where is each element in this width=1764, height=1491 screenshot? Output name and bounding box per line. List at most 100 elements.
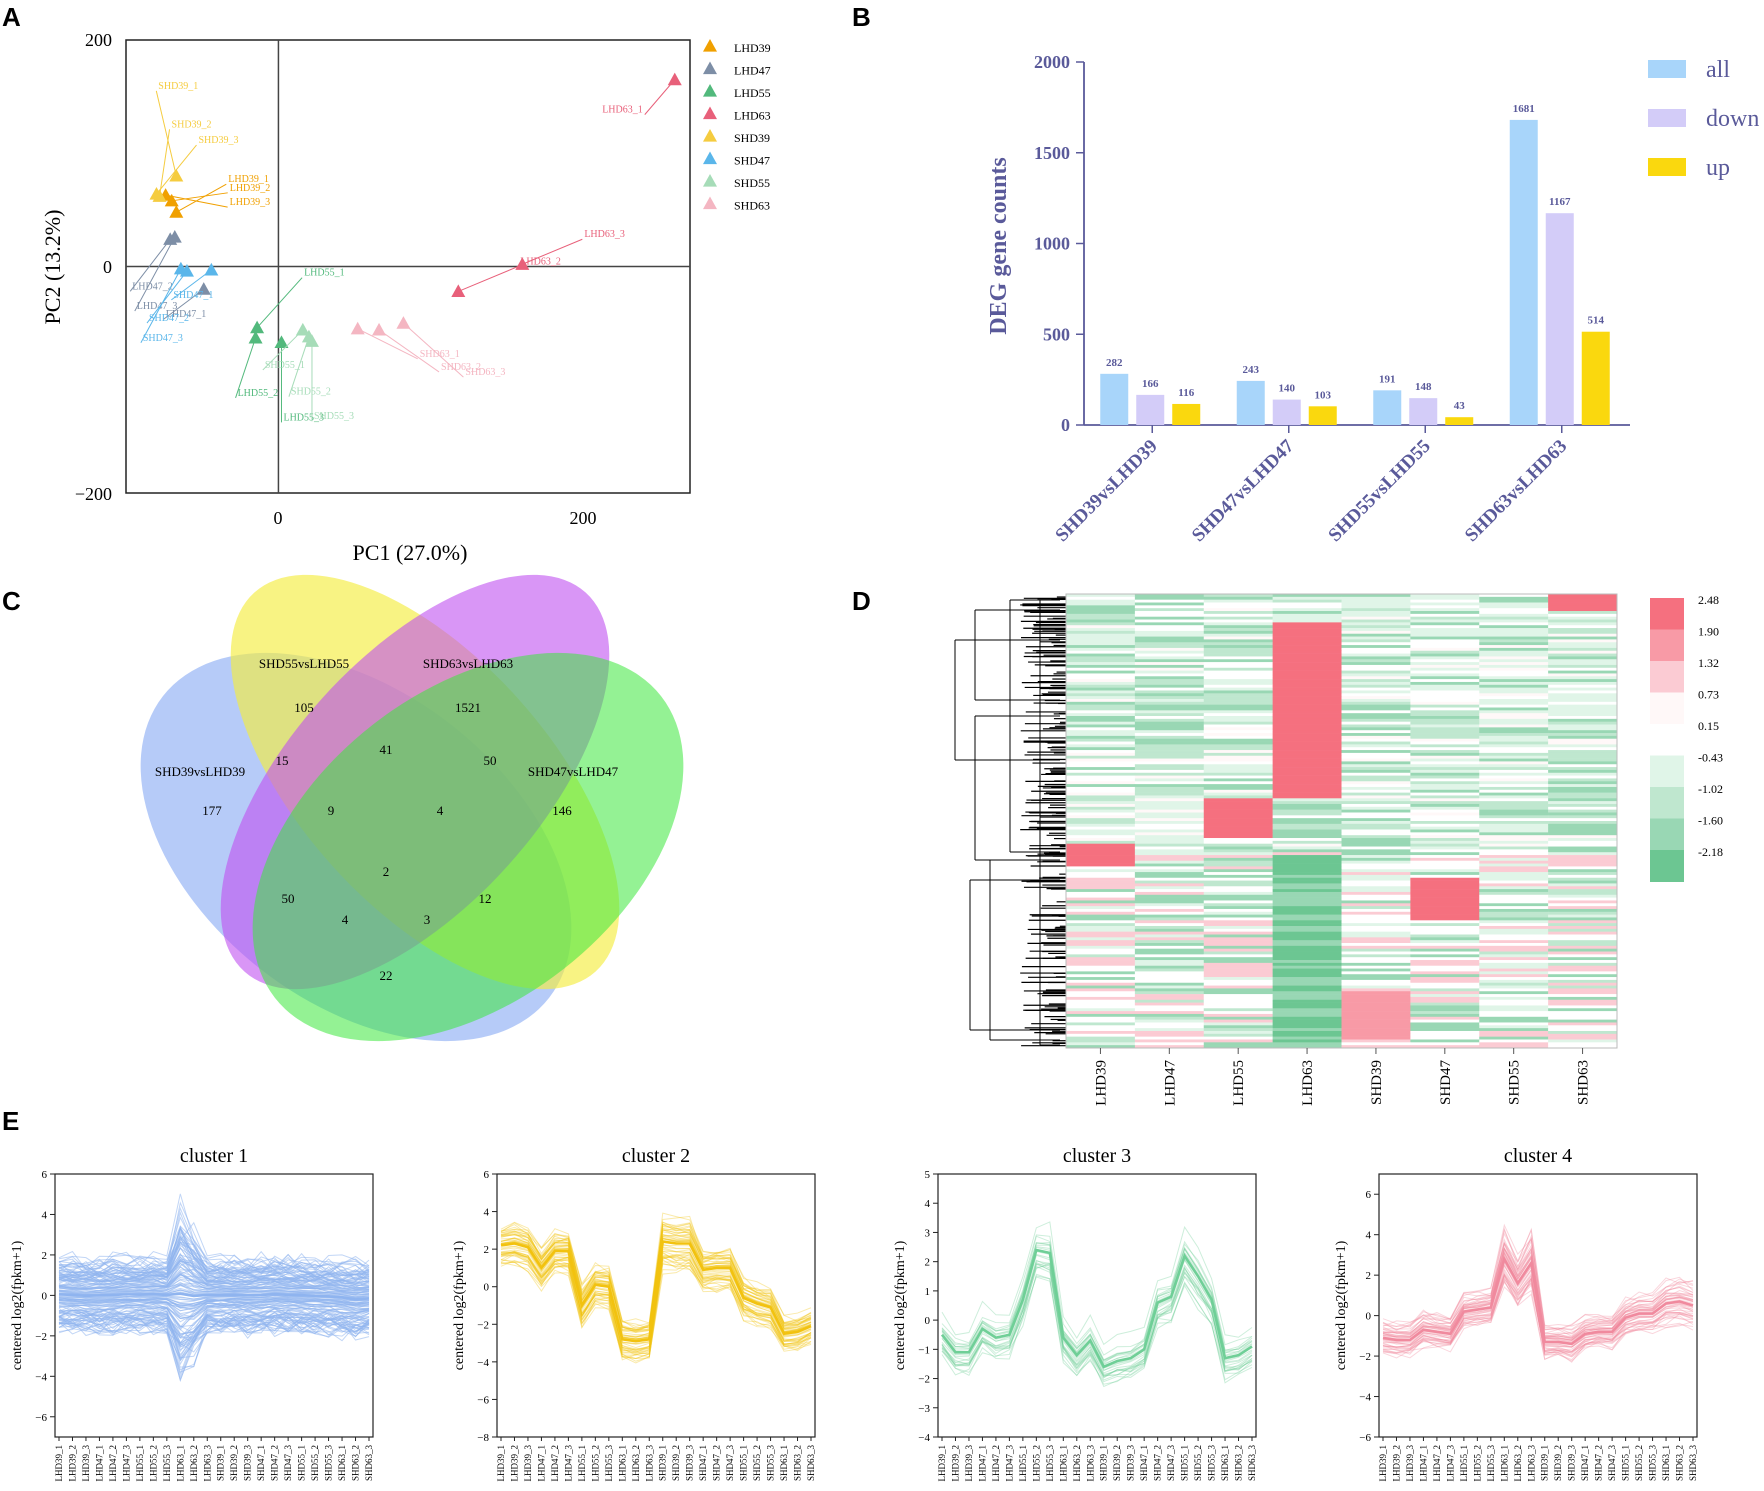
heatmap-cell [1479,954,1549,958]
gene-trace [58,1284,370,1296]
heatmap-cell [1272,676,1342,680]
heatmap-cell [1203,903,1273,907]
cluster-ytick-label: −1 [918,1344,930,1356]
heatmap-cell [1410,801,1480,805]
heatmap-cell [1272,781,1342,785]
bar-category-label: SHD55vsLHD55 [1324,436,1434,546]
heatmap-cell [1410,642,1480,646]
heatmap-cell [1410,696,1480,700]
heatmap-cell [1272,721,1342,725]
heatmap-cell [1548,1030,1618,1035]
gene-trace [1382,1246,1694,1339]
heatmap-cell [1410,701,1480,705]
heatmap-cell [1272,838,1342,842]
heatmap-cell [1479,840,1549,844]
heatmap-cell [1066,673,1136,677]
heatmap-cell [1272,744,1342,748]
heatmap-cell [1479,769,1549,774]
gene-trace [1382,1234,1694,1335]
heatmap-cell [1272,769,1342,774]
heatmap-cell [1066,863,1136,867]
gene-trace [58,1296,370,1304]
heatmap-cell [1203,630,1273,635]
heatmap-cell [1066,696,1136,700]
heatmap-cell [1341,630,1411,635]
heatmap-cell [1341,622,1411,626]
heatmap-cell [1272,872,1342,876]
heatmap-cell [1203,747,1273,751]
heatmap-cell [1203,707,1273,711]
heatmap-cell [1479,716,1549,720]
pca-label-leader [163,288,205,320]
heatmap-cell [1548,594,1618,598]
heatmap-cell [1548,806,1618,810]
heatmap-cell [1410,872,1480,876]
heatmap-cell [1410,999,1480,1003]
heatmap-cell [1548,903,1618,907]
pca-point-label: SHD39_3 [198,135,238,146]
heatmap-cell [1479,855,1549,859]
heatmap-cell [1548,1013,1618,1018]
pca-point-lhd63_2 [451,284,466,298]
heatmap-cell [1479,931,1549,935]
heatmap-col-label-shd63: SHD63 [1576,1060,1592,1105]
heatmap-cell [1341,954,1411,958]
heatmap-cell [1410,630,1480,635]
cluster-xtick-label: LHD63_2 [1513,1445,1523,1482]
heatmap-cell [1548,1022,1618,1026]
heatmap-cell [1203,633,1273,637]
heatmap-cell [1479,979,1549,984]
scale-swatch [1650,850,1684,882]
heatmap-cell [1066,721,1136,725]
heatmap-cell [1272,639,1342,643]
heatmap-cell [1479,1045,1549,1049]
heatmap-cell [1066,900,1136,904]
heatmap-cell [1548,616,1618,620]
bar-up-3 [1445,417,1474,425]
gene-trace [500,1226,812,1331]
heatmap-cell [1548,772,1618,776]
heatmap-cell [1203,673,1273,677]
heatmap-cell [1203,866,1273,870]
pca-label-leader [235,337,257,399]
pca-point-lhd63_3 [515,257,530,270]
heatmap-cell [1479,784,1549,788]
heatmap-cell [1479,849,1549,853]
heatmap-cell [1410,778,1480,782]
heatmap-cell [1479,613,1549,617]
pca-label-leader [165,194,228,208]
gene-trace [58,1201,370,1272]
heatmap-cell [1548,971,1618,975]
bar-value-label: 43 [1454,400,1466,412]
heatmap-cell [1272,616,1342,620]
heatmap-cell [1410,891,1480,896]
pca-point-label: LHD39_1 [228,174,269,185]
heatmap-cell [1066,803,1136,808]
gene-trace [500,1253,812,1352]
heatmap-cell [1203,937,1273,941]
heatmap-cell [1066,877,1136,881]
heatmap-cell [1479,818,1549,822]
heatmap-cell [1203,974,1273,978]
heatmap-cell [1410,769,1480,774]
heatmap-cell [1410,670,1480,674]
heatmap-cell [1341,934,1411,938]
cluster-xtick-label: SHD47_2 [270,1445,280,1481]
heatmap-cell [1066,835,1136,839]
gene-trace [941,1235,1253,1361]
cluster-ytick-label: −4 [1359,1392,1371,1404]
heatmap-cell [1203,687,1273,691]
gene-trace [1382,1228,1694,1327]
heatmap-cell [1341,823,1411,827]
cluster-ytick-label: 4 [484,1207,490,1219]
heatmap-cell [1410,855,1480,859]
gene-trace [58,1226,370,1281]
heatmap-cell [1203,840,1273,844]
cluster-xtick-label: LHD39_2 [67,1445,77,1482]
heatmap-cell [1479,707,1549,711]
cluster-ytick-label: −6 [35,1412,47,1424]
heatmap-cell [1272,650,1342,654]
cluster-xtick-label: LHD39_1 [1378,1445,1388,1482]
heatmap-cell [1066,707,1136,711]
